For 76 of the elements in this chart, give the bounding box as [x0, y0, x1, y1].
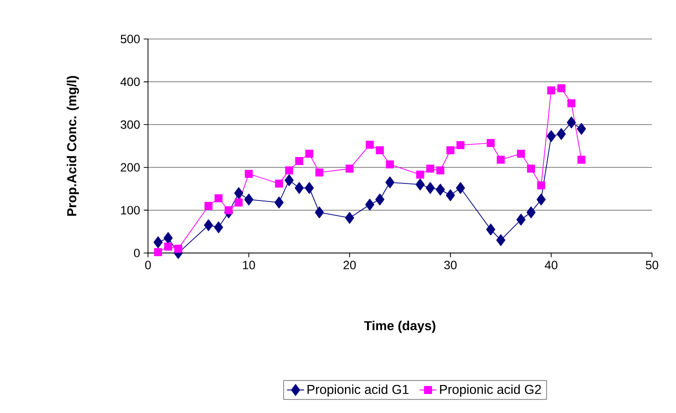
point: [375, 194, 384, 206]
y-tick-label: 200: [120, 163, 140, 172]
point: [376, 146, 384, 154]
point: [547, 86, 556, 94]
point: [527, 164, 536, 173]
x-axis-title: Time (days): [364, 320, 436, 333]
point: [295, 156, 304, 165]
x-tick-label: 20: [344, 260, 356, 270]
point: [164, 232, 173, 244]
x-tick-label: 50: [646, 260, 658, 270]
point: [164, 242, 172, 251]
point: [294, 182, 304, 194]
point: [516, 214, 526, 226]
y-tick-label: 100: [121, 206, 140, 214]
point: [536, 194, 546, 206]
point: [496, 234, 506, 246]
legend-label: Propionic acid G1: [308, 384, 408, 397]
point: [557, 84, 566, 92]
point: [244, 194, 254, 206]
legend-label: Propionic acid G2: [440, 384, 541, 397]
y-tick-label: 0: [134, 248, 140, 258]
point: [486, 224, 496, 236]
point: [204, 202, 212, 210]
y-axis-title: Prop.Acid Conc. (mg/l): [66, 76, 79, 216]
point: [426, 182, 435, 194]
point: [556, 128, 566, 140]
y-tick-label: 300: [120, 120, 140, 129]
point: [234, 187, 244, 199]
point: [426, 164, 434, 173]
point: [154, 248, 162, 256]
point: [214, 194, 223, 202]
point: [537, 181, 546, 190]
point: [576, 122, 586, 135]
point: [385, 176, 394, 188]
point: [577, 156, 586, 164]
point: [436, 184, 445, 196]
point: [305, 150, 314, 158]
point: [546, 130, 556, 142]
point: [566, 116, 576, 128]
point: [386, 160, 394, 168]
point: [496, 156, 505, 164]
x-tick-label: 0: [145, 260, 151, 270]
point: [224, 206, 233, 214]
point: [567, 99, 576, 108]
x-tick-label: 10: [243, 260, 256, 270]
point: [516, 150, 525, 158]
point: [456, 141, 464, 150]
point: [234, 198, 243, 206]
point: [345, 212, 354, 224]
y-tick-label: 500: [120, 34, 140, 44]
point: [366, 140, 374, 149]
point: [436, 166, 444, 174]
point: [214, 221, 224, 234]
point: [416, 178, 425, 190]
point: [314, 206, 324, 218]
point: [274, 196, 284, 208]
x-tick-label: 30: [444, 260, 457, 270]
x-tick-label: 40: [544, 260, 558, 270]
point: [346, 164, 354, 173]
point: [174, 244, 182, 253]
point: [285, 166, 294, 174]
point: [526, 206, 536, 218]
point: [275, 180, 284, 188]
point: [446, 146, 454, 154]
point: [365, 198, 374, 211]
point: [154, 236, 163, 248]
y-tick-label: 400: [120, 78, 140, 86]
point: [304, 182, 314, 194]
point: [204, 219, 214, 232]
point: [244, 170, 253, 178]
point: [315, 168, 324, 177]
point: [284, 174, 294, 186]
point: [446, 189, 455, 202]
point: [486, 139, 495, 148]
point: [416, 170, 424, 179]
point: [456, 182, 466, 194]
